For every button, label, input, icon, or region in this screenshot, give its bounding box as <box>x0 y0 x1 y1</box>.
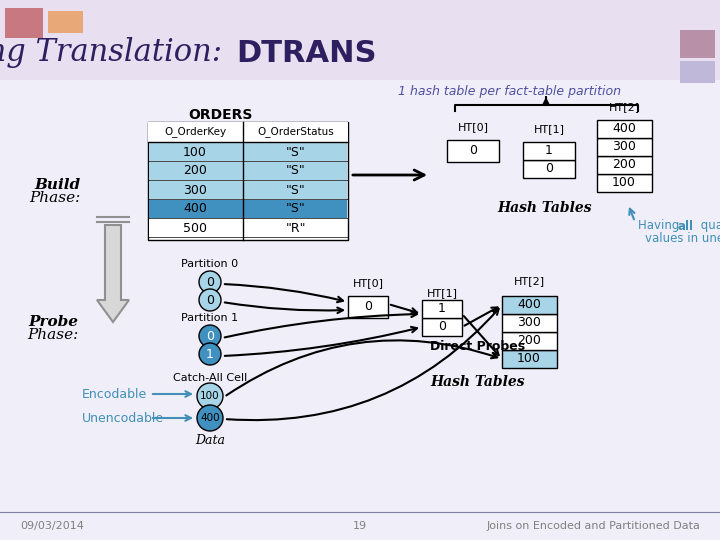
Text: 300: 300 <box>183 184 207 197</box>
Circle shape <box>197 405 223 431</box>
Text: "S": "S" <box>286 184 306 197</box>
Text: Having: Having <box>638 219 683 233</box>
Text: 0: 0 <box>206 329 214 342</box>
Text: DTRANS: DTRANS <box>236 38 377 68</box>
Text: "S": "S" <box>286 145 306 159</box>
FancyBboxPatch shape <box>502 314 557 332</box>
Text: values in unencoded form: values in unencoded form <box>645 233 720 246</box>
FancyBboxPatch shape <box>148 122 348 142</box>
Text: 19: 19 <box>353 521 367 531</box>
FancyBboxPatch shape <box>0 0 720 80</box>
Text: Encodable: Encodable <box>82 388 148 401</box>
FancyBboxPatch shape <box>149 200 347 218</box>
Text: 300: 300 <box>517 316 541 329</box>
FancyBboxPatch shape <box>597 174 652 192</box>
FancyBboxPatch shape <box>148 122 348 240</box>
Text: Hash Tables: Hash Tables <box>498 201 593 215</box>
Text: 1: 1 <box>206 348 214 361</box>
Text: Data: Data <box>195 434 225 447</box>
Text: 0: 0 <box>206 294 214 307</box>
Circle shape <box>199 325 221 347</box>
FancyBboxPatch shape <box>447 140 499 162</box>
Text: Encoding Translation:: Encoding Translation: <box>0 37 232 69</box>
FancyBboxPatch shape <box>149 143 347 161</box>
FancyBboxPatch shape <box>523 142 575 160</box>
Text: ORDERS: ORDERS <box>188 108 252 122</box>
Text: Hash Tables: Hash Tables <box>431 375 526 389</box>
Text: 0: 0 <box>469 145 477 158</box>
Text: 0: 0 <box>438 321 446 334</box>
FancyBboxPatch shape <box>149 162 347 180</box>
Text: 500: 500 <box>183 221 207 234</box>
Text: 1: 1 <box>545 145 553 158</box>
Text: qualifying key: qualifying key <box>697 219 720 233</box>
Text: Phase:: Phase: <box>29 191 80 205</box>
Circle shape <box>199 289 221 311</box>
FancyBboxPatch shape <box>597 138 652 156</box>
FancyArrow shape <box>97 225 129 322</box>
Text: Joins on Encoded and Partitioned Data: Joins on Encoded and Partitioned Data <box>486 521 700 531</box>
FancyBboxPatch shape <box>422 318 462 336</box>
FancyBboxPatch shape <box>523 160 575 178</box>
FancyBboxPatch shape <box>149 181 347 199</box>
FancyBboxPatch shape <box>502 350 557 368</box>
FancyBboxPatch shape <box>348 296 388 318</box>
Text: 200: 200 <box>612 159 636 172</box>
Text: HT[1]: HT[1] <box>534 124 564 134</box>
Text: Unencodable: Unencodable <box>82 411 164 424</box>
Text: 200: 200 <box>183 165 207 178</box>
Text: 0: 0 <box>364 300 372 314</box>
Text: 100: 100 <box>612 177 636 190</box>
FancyBboxPatch shape <box>680 30 715 58</box>
Text: O_OrderKey: O_OrderKey <box>164 126 226 138</box>
Text: HT[0]: HT[0] <box>353 278 384 288</box>
Text: "S": "S" <box>286 202 306 215</box>
Text: Catch-All Cell: Catch-All Cell <box>173 373 247 383</box>
Text: Direct Probes: Direct Probes <box>430 341 525 354</box>
FancyBboxPatch shape <box>502 296 557 314</box>
FancyBboxPatch shape <box>149 219 347 237</box>
Circle shape <box>199 343 221 365</box>
FancyBboxPatch shape <box>597 156 652 174</box>
Text: 09/03/2014: 09/03/2014 <box>20 521 84 531</box>
Text: Partition 1: Partition 1 <box>181 313 238 323</box>
FancyBboxPatch shape <box>680 61 715 83</box>
Circle shape <box>197 383 223 409</box>
Text: 300: 300 <box>612 140 636 153</box>
Text: O_OrderStatus: O_OrderStatus <box>258 126 334 138</box>
Text: 400: 400 <box>517 299 541 312</box>
Circle shape <box>199 271 221 293</box>
Text: Probe: Probe <box>28 315 78 329</box>
Text: 400: 400 <box>183 202 207 215</box>
FancyBboxPatch shape <box>422 300 462 318</box>
FancyBboxPatch shape <box>5 8 43 38</box>
Text: Partition 0: Partition 0 <box>181 259 238 269</box>
Text: Build: Build <box>34 178 80 192</box>
Text: HT[2]: HT[2] <box>608 102 639 112</box>
Text: 100: 100 <box>183 145 207 159</box>
Text: all: all <box>678 219 694 233</box>
FancyBboxPatch shape <box>597 120 652 138</box>
Text: Phase:: Phase: <box>27 328 78 342</box>
Text: "S": "S" <box>286 165 306 178</box>
Text: 0: 0 <box>206 275 214 288</box>
Text: "R": "R" <box>286 221 306 234</box>
Text: 1: 1 <box>438 302 446 315</box>
Text: 100: 100 <box>517 353 541 366</box>
Text: 100: 100 <box>200 391 220 401</box>
Text: HT[0]: HT[0] <box>457 122 488 132</box>
Text: 1 hash table per fact-table partition: 1 hash table per fact-table partition <box>398 85 621 98</box>
Text: HT[2]: HT[2] <box>513 276 544 286</box>
FancyBboxPatch shape <box>502 332 557 350</box>
FancyBboxPatch shape <box>48 11 83 33</box>
Text: 400: 400 <box>612 123 636 136</box>
Text: 200: 200 <box>517 334 541 348</box>
Text: HT[1]: HT[1] <box>426 288 457 298</box>
Text: 0: 0 <box>545 163 553 176</box>
Text: 400: 400 <box>200 413 220 423</box>
